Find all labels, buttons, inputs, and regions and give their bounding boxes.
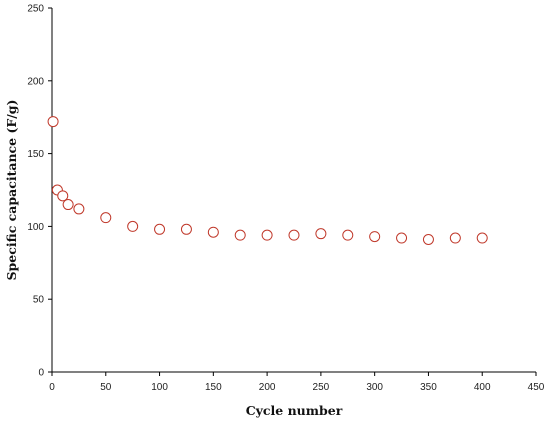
data-point bbox=[207, 226, 219, 238]
x-tick-label: 250 bbox=[313, 382, 330, 393]
y-tick-label: 150 bbox=[27, 149, 44, 160]
y-axis-title: Specific capacitance (F/g) bbox=[4, 100, 19, 281]
data-points bbox=[47, 116, 488, 246]
data-point bbox=[100, 212, 112, 224]
y-ticks: 0 50 100 150 200 250 bbox=[27, 4, 52, 379]
data-point bbox=[288, 229, 300, 241]
x-tick-label: 400 bbox=[474, 382, 491, 393]
data-point bbox=[180, 223, 192, 235]
x-axis-title: Cycle number bbox=[246, 403, 343, 418]
data-point bbox=[449, 232, 461, 244]
data-point bbox=[342, 229, 354, 241]
x-tick-label: 0 bbox=[49, 382, 55, 393]
data-point bbox=[315, 228, 327, 240]
y-tick-label: 100 bbox=[27, 222, 44, 233]
x-ticks: 0 50 100 150 200 250 300 350 400 450 bbox=[49, 372, 545, 393]
x-tick-label: 450 bbox=[528, 382, 545, 393]
data-point bbox=[154, 223, 166, 235]
x-tick-label: 300 bbox=[366, 382, 383, 393]
data-point bbox=[127, 220, 139, 232]
y-tick-label: 200 bbox=[27, 76, 44, 87]
data-point bbox=[57, 190, 69, 202]
data-point bbox=[261, 229, 273, 241]
x-tick-label: 150 bbox=[205, 382, 222, 393]
y-tick-label: 250 bbox=[27, 4, 44, 15]
y-tick-label: 50 bbox=[33, 295, 45, 306]
x-tick-label: 100 bbox=[151, 382, 168, 393]
x-tick-label: 50 bbox=[100, 382, 112, 393]
data-point bbox=[47, 116, 59, 128]
data-point bbox=[396, 232, 408, 244]
y-tick-label: 0 bbox=[38, 368, 44, 379]
plot-area bbox=[51, 8, 536, 373]
data-point bbox=[422, 234, 434, 246]
data-point bbox=[476, 232, 488, 244]
data-point bbox=[234, 229, 246, 241]
data-point bbox=[369, 231, 381, 243]
x-tick-label: 200 bbox=[259, 382, 276, 393]
data-point bbox=[62, 199, 74, 211]
data-point bbox=[73, 203, 85, 215]
x-tick-label: 350 bbox=[420, 382, 437, 393]
